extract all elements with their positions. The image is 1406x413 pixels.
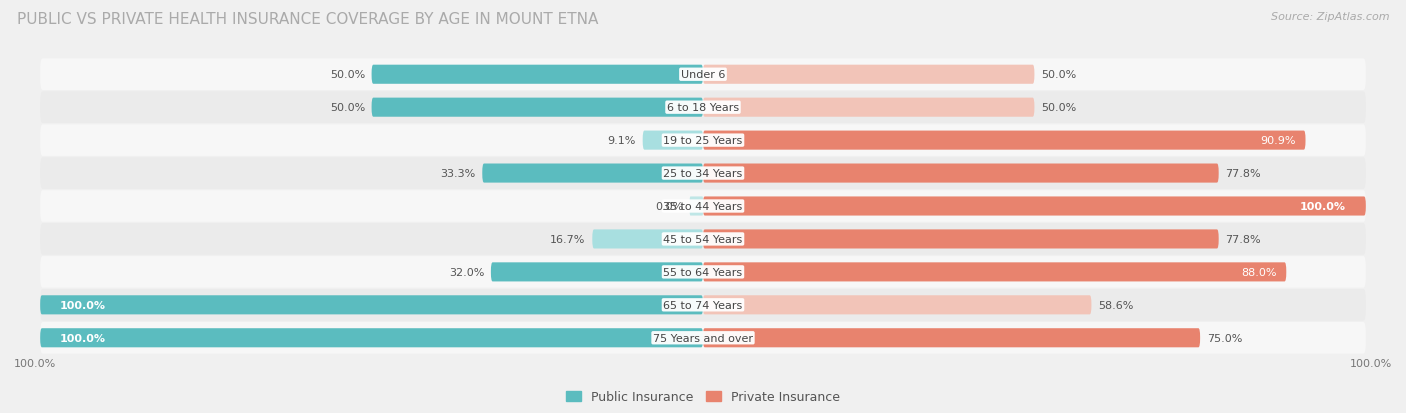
Text: 6 to 18 Years: 6 to 18 Years (666, 103, 740, 113)
Text: 65 to 74 Years: 65 to 74 Years (664, 300, 742, 310)
Text: 100.0%: 100.0% (1350, 358, 1392, 368)
Text: 100.0%: 100.0% (60, 300, 105, 310)
FancyBboxPatch shape (703, 66, 1035, 85)
FancyBboxPatch shape (371, 98, 703, 117)
Text: 100.0%: 100.0% (14, 358, 56, 368)
FancyBboxPatch shape (482, 164, 703, 183)
FancyBboxPatch shape (703, 230, 1219, 249)
FancyBboxPatch shape (643, 131, 703, 150)
Text: 77.8%: 77.8% (1225, 169, 1261, 179)
Text: 25 to 34 Years: 25 to 34 Years (664, 169, 742, 179)
FancyBboxPatch shape (703, 296, 1091, 315)
FancyBboxPatch shape (41, 256, 1365, 288)
FancyBboxPatch shape (41, 191, 1365, 222)
FancyBboxPatch shape (491, 263, 703, 282)
Text: 100.0%: 100.0% (60, 333, 105, 343)
Text: 100.0%: 100.0% (1301, 202, 1346, 211)
FancyBboxPatch shape (41, 59, 1365, 91)
FancyBboxPatch shape (41, 92, 1365, 123)
Text: 75 Years and over: 75 Years and over (652, 333, 754, 343)
FancyBboxPatch shape (41, 328, 703, 347)
FancyBboxPatch shape (41, 223, 1365, 255)
FancyBboxPatch shape (703, 197, 1365, 216)
FancyBboxPatch shape (41, 322, 1365, 354)
Text: 50.0%: 50.0% (330, 103, 366, 113)
Text: 45 to 54 Years: 45 to 54 Years (664, 234, 742, 244)
FancyBboxPatch shape (592, 230, 703, 249)
FancyBboxPatch shape (703, 98, 1035, 117)
Text: 50.0%: 50.0% (330, 70, 366, 80)
Text: 88.0%: 88.0% (1241, 267, 1277, 277)
Text: 75.0%: 75.0% (1206, 333, 1241, 343)
FancyBboxPatch shape (41, 158, 1365, 190)
Text: 77.8%: 77.8% (1225, 234, 1261, 244)
Text: 50.0%: 50.0% (1040, 103, 1076, 113)
FancyBboxPatch shape (41, 296, 703, 315)
FancyBboxPatch shape (690, 197, 703, 216)
Text: 58.6%: 58.6% (1098, 300, 1133, 310)
Text: 50.0%: 50.0% (1040, 70, 1076, 80)
FancyBboxPatch shape (41, 290, 1365, 321)
Text: 0.0%: 0.0% (655, 202, 683, 211)
FancyBboxPatch shape (703, 131, 1306, 150)
FancyBboxPatch shape (703, 164, 1219, 183)
FancyBboxPatch shape (371, 66, 703, 85)
Text: 33.3%: 33.3% (440, 169, 475, 179)
FancyBboxPatch shape (703, 328, 1201, 347)
FancyBboxPatch shape (703, 263, 1286, 282)
Text: Source: ZipAtlas.com: Source: ZipAtlas.com (1271, 12, 1389, 22)
Text: 35 to 44 Years: 35 to 44 Years (664, 202, 742, 211)
FancyBboxPatch shape (41, 125, 1365, 157)
Text: 16.7%: 16.7% (550, 234, 586, 244)
Text: 9.1%: 9.1% (607, 136, 636, 146)
Text: 55 to 64 Years: 55 to 64 Years (664, 267, 742, 277)
Text: 19 to 25 Years: 19 to 25 Years (664, 136, 742, 146)
Text: Under 6: Under 6 (681, 70, 725, 80)
Text: 90.9%: 90.9% (1260, 136, 1295, 146)
Text: 32.0%: 32.0% (449, 267, 484, 277)
Text: PUBLIC VS PRIVATE HEALTH INSURANCE COVERAGE BY AGE IN MOUNT ETNA: PUBLIC VS PRIVATE HEALTH INSURANCE COVER… (17, 12, 598, 27)
Legend: Public Insurance, Private Insurance: Public Insurance, Private Insurance (561, 385, 845, 408)
